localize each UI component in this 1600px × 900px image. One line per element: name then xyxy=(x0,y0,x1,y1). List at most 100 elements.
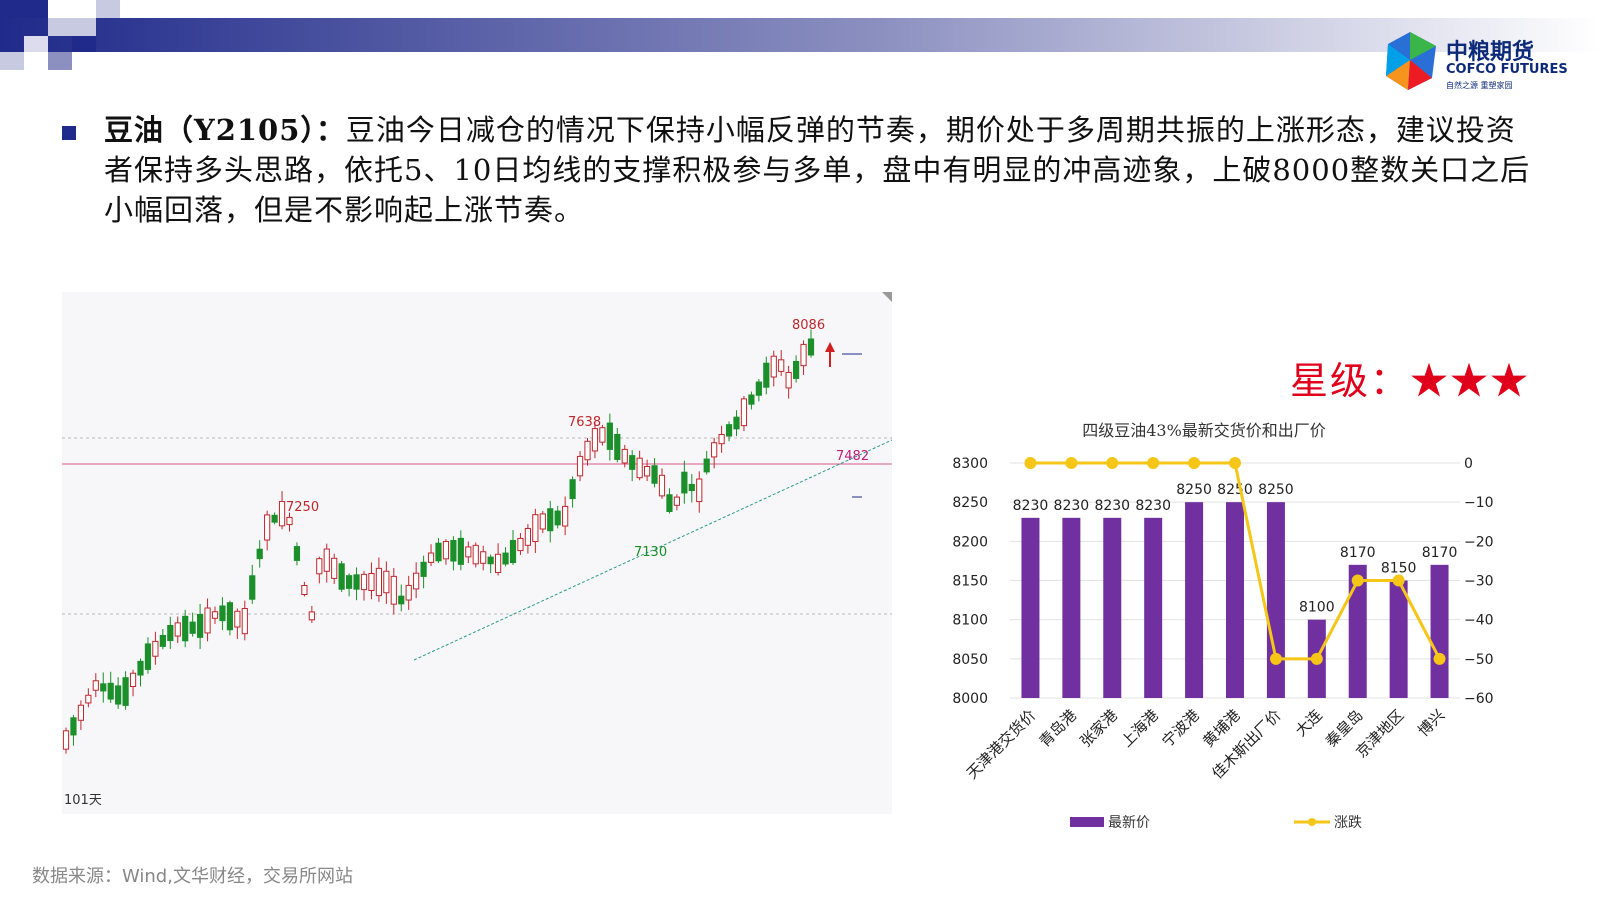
candlestick xyxy=(502,547,509,567)
candlestick xyxy=(189,612,196,637)
category-label: 上海港 xyxy=(1117,706,1162,751)
candlestick xyxy=(390,568,397,615)
rating-stars: ★★★ xyxy=(1410,359,1531,403)
candlestick xyxy=(778,350,785,376)
category-label: 大连 xyxy=(1292,706,1326,740)
line-series-change xyxy=(1024,457,1446,665)
change-point xyxy=(1188,457,1201,469)
candlestick xyxy=(681,460,688,504)
commentary-label: 豆油（Y2105）： xyxy=(104,113,346,147)
candlestick xyxy=(413,562,420,599)
candlestick xyxy=(644,459,651,482)
left-tick-label: 8000 xyxy=(952,691,988,707)
bar xyxy=(1348,564,1367,698)
right-tick-label: −60 xyxy=(1464,691,1494,707)
candlestick xyxy=(584,438,591,466)
right-tick-label: −20 xyxy=(1464,534,1494,550)
logo-cn: 中粮期货 xyxy=(1446,40,1535,65)
candlestick xyxy=(495,543,502,576)
candlestick xyxy=(249,564,256,604)
left-tick-label: 8250 xyxy=(952,495,988,511)
candlestick xyxy=(256,540,263,568)
candlestick xyxy=(331,553,338,584)
candlestick xyxy=(398,584,405,612)
candlestick xyxy=(532,508,539,554)
change-point xyxy=(1065,457,1078,469)
category-label: 张家港 xyxy=(1077,706,1122,751)
candlestick xyxy=(651,458,658,488)
candlestick xyxy=(346,573,353,597)
candlestick xyxy=(278,491,286,530)
candlestick xyxy=(264,510,271,551)
candlestick xyxy=(793,355,800,383)
logo-slogan: 自然之源 重塑家园 xyxy=(1446,81,1513,90)
cofco-logo-icon xyxy=(1386,32,1436,90)
bar-value-label: 8230 xyxy=(1054,498,1090,514)
candlestick xyxy=(703,450,710,475)
candlestick xyxy=(122,671,129,710)
bar-value-label: 8230 xyxy=(1013,498,1049,514)
candlestick xyxy=(70,715,77,746)
bar-value-label: 8170 xyxy=(1422,545,1458,561)
bar-value-label: 8170 xyxy=(1340,545,1376,561)
bar-value-label: 8250 xyxy=(1217,482,1253,498)
commentary-paragraph: 豆油（Y2105）：豆油今日减仓的情况下保持小幅反弹的节奏，期价处于多周期共振的… xyxy=(104,110,1544,230)
soybean-oil-kline-chart: 7250 7638 8086 7130 7482 101天 xyxy=(62,292,892,814)
candlestick xyxy=(539,511,546,534)
category-label: 青岛港 xyxy=(1036,706,1081,751)
candlestick xyxy=(360,571,368,601)
category-label: 天津港交货价 xyxy=(963,706,1039,782)
candlestick xyxy=(487,554,494,574)
left-tick-label: 8050 xyxy=(952,652,988,668)
candlestick xyxy=(85,688,92,708)
candlestick xyxy=(517,532,524,555)
bar xyxy=(1103,517,1122,698)
candlestick xyxy=(442,539,450,565)
bar-value-label: 8250 xyxy=(1176,482,1212,498)
candlestick xyxy=(599,424,606,446)
candlestick xyxy=(129,669,137,697)
candlestick xyxy=(629,450,636,482)
label-high-1: 7250 xyxy=(286,500,319,515)
left-tick-label: 8100 xyxy=(952,613,988,629)
candlestick xyxy=(375,557,382,602)
candlestick xyxy=(524,524,531,554)
left-tick-label: 8150 xyxy=(952,574,988,590)
candlestick xyxy=(666,488,673,514)
bar xyxy=(1144,517,1163,698)
candlestick xyxy=(636,450,643,481)
candlestick xyxy=(100,672,107,703)
candlestick xyxy=(211,606,219,624)
candlesticks xyxy=(62,329,815,754)
legend-label-line: 涨跌 xyxy=(1334,815,1362,831)
right-axis: −60 −50 −40 −30 −20 −10 0 xyxy=(1464,456,1494,707)
candlestick xyxy=(226,600,234,636)
star-rating: 星级：★★★ xyxy=(1290,350,1530,405)
up-arrow-icon xyxy=(825,342,835,367)
candlestick xyxy=(807,329,815,358)
bar xyxy=(1062,517,1081,698)
candlestick xyxy=(368,562,375,600)
data-source: 数据来源：Wind,文华财经，交易所网站 xyxy=(32,866,353,887)
left-tick-label: 8300 xyxy=(952,456,988,472)
right-tick-label: −10 xyxy=(1464,495,1494,511)
candlestick xyxy=(77,700,84,731)
bar xyxy=(1389,580,1408,698)
candlestick xyxy=(763,356,770,395)
candlestick xyxy=(435,538,442,564)
change-point xyxy=(1229,457,1241,469)
rating-label: 星级： xyxy=(1290,359,1411,403)
candlestick xyxy=(718,425,725,453)
label-low-1: 7130 xyxy=(634,545,667,560)
candlestick xyxy=(338,560,345,592)
candlestick xyxy=(673,494,680,511)
legend: 最新价 涨跌 xyxy=(1070,815,1362,831)
bar xyxy=(1266,502,1285,698)
candlestick xyxy=(62,727,70,754)
candlestick xyxy=(606,413,613,461)
logo-en: COFCO FUTURES xyxy=(1446,62,1568,77)
delivery-price-chart: 四级豆油43%最新交货价和出厂价 8000 8050 8100 8150 8200 825… xyxy=(952,421,1494,831)
change-point xyxy=(1147,457,1160,469)
change-point xyxy=(1433,652,1446,665)
